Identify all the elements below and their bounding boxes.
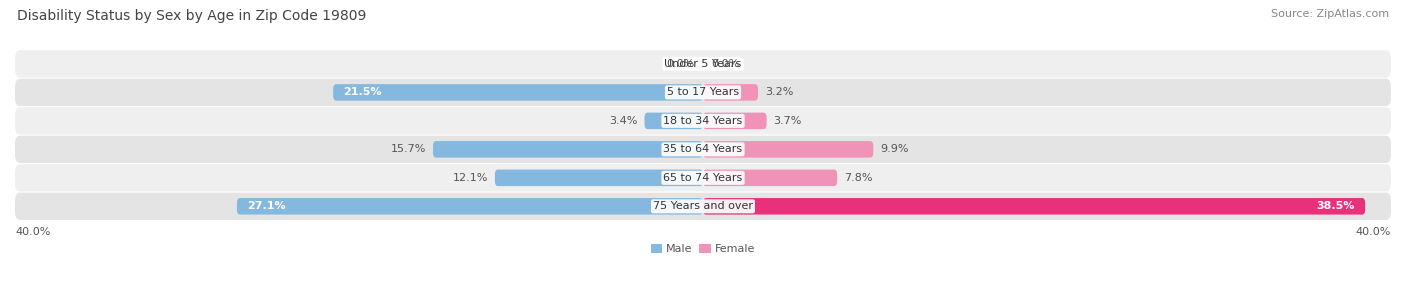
FancyBboxPatch shape [703, 198, 1365, 215]
Text: 12.1%: 12.1% [453, 173, 488, 183]
FancyBboxPatch shape [333, 84, 703, 101]
Legend: Male, Female: Male, Female [647, 240, 759, 259]
Text: 40.0%: 40.0% [1355, 227, 1391, 237]
Text: 21.5%: 21.5% [343, 87, 382, 97]
Text: Under 5 Years: Under 5 Years [665, 59, 741, 69]
Text: 5 to 17 Years: 5 to 17 Years [666, 87, 740, 97]
Text: 7.8%: 7.8% [844, 173, 873, 183]
Text: Source: ZipAtlas.com: Source: ZipAtlas.com [1271, 9, 1389, 19]
FancyBboxPatch shape [15, 107, 1391, 135]
FancyBboxPatch shape [703, 170, 837, 186]
Text: 40.0%: 40.0% [15, 227, 51, 237]
Text: 38.5%: 38.5% [1316, 201, 1355, 211]
Text: 15.7%: 15.7% [391, 144, 426, 154]
Text: 3.7%: 3.7% [773, 116, 801, 126]
FancyBboxPatch shape [15, 164, 1391, 192]
FancyBboxPatch shape [236, 198, 703, 215]
Text: 9.9%: 9.9% [880, 144, 908, 154]
FancyBboxPatch shape [15, 136, 1391, 163]
Text: Disability Status by Sex by Age in Zip Code 19809: Disability Status by Sex by Age in Zip C… [17, 9, 366, 23]
FancyBboxPatch shape [433, 141, 703, 157]
FancyBboxPatch shape [703, 141, 873, 157]
Text: 75 Years and over: 75 Years and over [652, 201, 754, 211]
FancyBboxPatch shape [15, 79, 1391, 106]
Text: 0.0%: 0.0% [666, 59, 695, 69]
FancyBboxPatch shape [703, 84, 758, 101]
FancyBboxPatch shape [644, 112, 703, 129]
Text: 3.4%: 3.4% [609, 116, 638, 126]
FancyBboxPatch shape [15, 193, 1391, 220]
Text: 0.0%: 0.0% [711, 59, 740, 69]
Text: 65 to 74 Years: 65 to 74 Years [664, 173, 742, 183]
FancyBboxPatch shape [495, 170, 703, 186]
Text: 3.2%: 3.2% [765, 87, 793, 97]
FancyBboxPatch shape [15, 50, 1391, 78]
Text: 27.1%: 27.1% [247, 201, 285, 211]
Text: 18 to 34 Years: 18 to 34 Years [664, 116, 742, 126]
FancyBboxPatch shape [703, 112, 766, 129]
Text: 35 to 64 Years: 35 to 64 Years [664, 144, 742, 154]
